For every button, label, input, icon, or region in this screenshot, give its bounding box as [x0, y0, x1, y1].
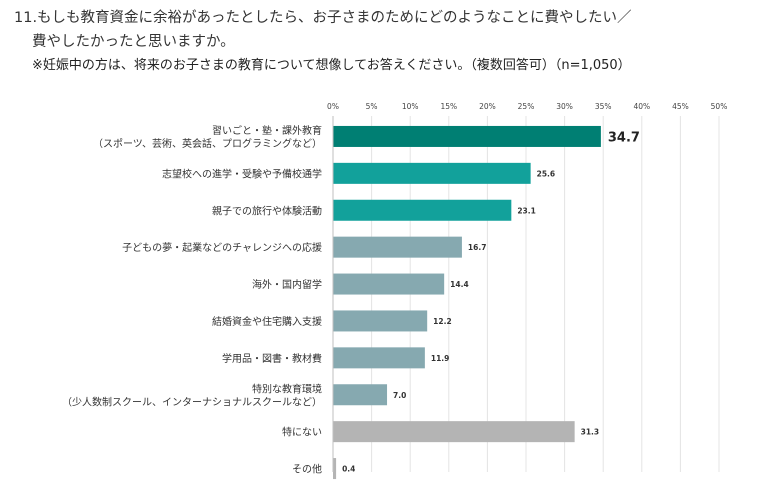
x-tick-label: 20%: [479, 102, 496, 111]
bar: [333, 273, 445, 295]
category-label: 子どもの夢・起業などのチャレンジへの応援: [122, 241, 322, 254]
value-label: 16.7: [468, 243, 487, 252]
value-label: 34.7: [608, 130, 640, 145]
category-label: 特別な教育環境: [252, 382, 322, 395]
bar: [333, 347, 425, 369]
question-title-line2: 費やしたかったと思いますか。: [32, 34, 235, 50]
category-label: 習いごと・塾・課外教育: [212, 124, 322, 137]
bar: [333, 236, 462, 258]
x-tick-label: 0%: [327, 102, 339, 111]
x-tick-label: 15%: [440, 102, 457, 111]
value-label: 25.6: [537, 169, 556, 178]
bar: [333, 162, 531, 184]
value-label: 31.3: [581, 428, 600, 437]
category-label: 特にない: [282, 427, 322, 439]
bar: [333, 458, 337, 480]
x-tick-label: 45%: [672, 102, 689, 111]
bar: [333, 310, 428, 332]
category-label: その他: [292, 463, 322, 476]
category-label: （スポーツ、芸術、英会話、プログラミングなど）: [93, 137, 322, 150]
bar: [333, 421, 575, 443]
value-label: 23.1: [517, 206, 536, 215]
bar: [333, 384, 388, 406]
category-label: （少人数制スクール、インターナショナルスクールなど）: [62, 395, 322, 408]
bar: [333, 125, 601, 147]
x-tick-label: 35%: [595, 102, 612, 111]
value-label: 14.4: [450, 280, 469, 289]
x-tick-label: 10%: [402, 102, 419, 111]
bar: [333, 199, 512, 221]
x-tick-label: 30%: [556, 102, 573, 111]
value-label: 12.2: [433, 317, 452, 326]
category-label: 学用品・図書・教材費: [222, 352, 322, 365]
category-label: 海外・国内留学: [252, 278, 322, 291]
question-note: ※妊娠中の方は、将来のお子さまの教育について想像してお答えください。（複数回答可…: [32, 58, 631, 73]
category-label: 志望校への進学・受験や予備校通学: [162, 167, 322, 180]
category-label: 結婚資金や住宅購入支援: [212, 315, 322, 328]
x-tick-label: 5%: [366, 102, 378, 111]
value-label: 7.0: [393, 391, 406, 400]
x-tick-label: 25%: [518, 102, 535, 111]
x-tick-label: 40%: [633, 102, 650, 111]
value-label: 0.4: [342, 465, 355, 474]
x-tick-label: 50%: [711, 102, 728, 111]
category-label: 親子での旅行や体験活動: [212, 204, 322, 217]
value-label: 11.9: [431, 354, 450, 363]
question-title-line1: 11.もしも教育資金に余裕があったとしたら、お子さまのためにどのようなことに費や…: [14, 10, 632, 26]
